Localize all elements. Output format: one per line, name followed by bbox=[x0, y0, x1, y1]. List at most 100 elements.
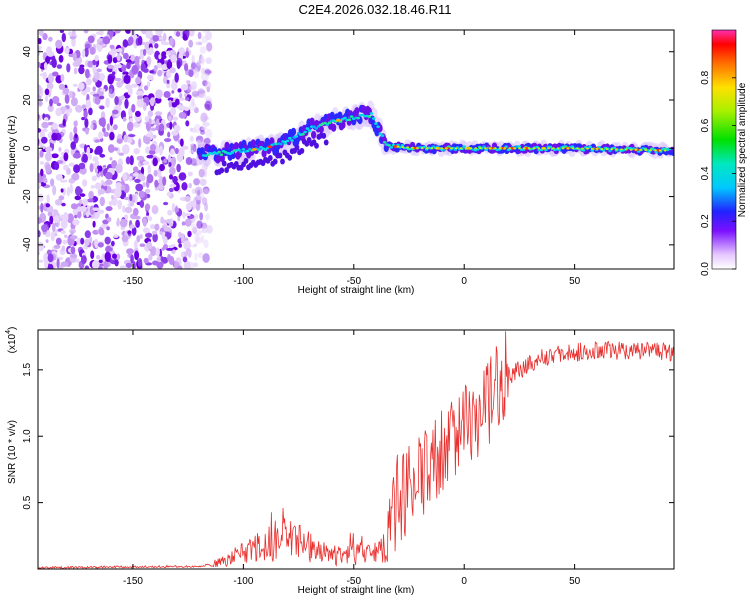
noise-speck bbox=[168, 99, 172, 108]
noise-speck bbox=[81, 117, 85, 121]
noise-speck bbox=[44, 259, 49, 269]
noise-speck bbox=[114, 188, 122, 198]
noise-speck bbox=[170, 148, 175, 156]
noise-speck bbox=[75, 104, 83, 113]
signal-band bbox=[671, 150, 674, 157]
noise-speck bbox=[81, 104, 87, 109]
noise-speck bbox=[127, 138, 133, 144]
noise-speck bbox=[189, 101, 197, 111]
noise-speck bbox=[102, 219, 109, 225]
noise-speck bbox=[130, 254, 134, 264]
signal-core bbox=[303, 130, 308, 134]
noise-speck bbox=[121, 235, 129, 243]
noise-speck bbox=[84, 118, 89, 128]
noise-speck bbox=[151, 205, 159, 215]
noise-speck bbox=[45, 95, 49, 103]
noise-speck bbox=[119, 95, 125, 101]
signal-mid bbox=[459, 147, 463, 150]
signal-mid bbox=[411, 146, 414, 149]
noise-speck bbox=[98, 259, 103, 263]
signal-core bbox=[217, 150, 221, 154]
signal-core bbox=[263, 148, 268, 151]
noise-speck bbox=[98, 266, 103, 269]
noise-speck bbox=[169, 67, 176, 74]
noise-speck bbox=[179, 92, 183, 99]
noise-speck bbox=[54, 215, 60, 224]
signal-hotspot bbox=[267, 145, 273, 149]
signal-branch bbox=[280, 158, 285, 165]
signal-mid bbox=[435, 147, 439, 150]
noise-speck bbox=[38, 100, 43, 107]
noise-speck bbox=[38, 217, 42, 224]
signal-core bbox=[307, 129, 312, 132]
noise-speck bbox=[38, 128, 42, 133]
signal-band bbox=[377, 124, 383, 133]
noise-speck bbox=[33, 209, 36, 212]
noise-speck bbox=[120, 184, 126, 191]
noise-speck bbox=[142, 181, 146, 188]
noise-speck bbox=[143, 68, 149, 73]
signal-mid bbox=[610, 148, 614, 151]
signal-mid bbox=[571, 147, 575, 150]
signal-mid bbox=[479, 147, 482, 150]
noise-speck bbox=[199, 178, 207, 186]
signal-core bbox=[387, 144, 391, 147]
noise-speck bbox=[199, 212, 204, 221]
noise-speck bbox=[41, 128, 48, 133]
noise-speck bbox=[94, 238, 99, 249]
noise-speck bbox=[129, 176, 133, 182]
noise-speck bbox=[146, 81, 151, 88]
signal-core bbox=[294, 135, 299, 138]
noise-speck bbox=[72, 61, 81, 67]
noise-speck bbox=[73, 120, 78, 127]
noise-speck bbox=[129, 201, 134, 207]
noise-speck bbox=[180, 233, 185, 244]
snr-xtick-label: -150 bbox=[123, 576, 143, 587]
noise-speck bbox=[45, 146, 53, 153]
signal-band bbox=[233, 142, 239, 151]
noise-speck bbox=[94, 182, 101, 190]
noise-speck bbox=[161, 51, 167, 56]
noise-speck bbox=[64, 234, 68, 238]
signal-mid bbox=[634, 148, 638, 151]
noise-speck bbox=[44, 88, 50, 96]
noise-speck bbox=[104, 236, 111, 245]
noise-speck bbox=[131, 194, 136, 200]
signal-band bbox=[340, 120, 346, 129]
noise-speck bbox=[202, 188, 209, 195]
noise-speck bbox=[160, 256, 164, 262]
noise-speck bbox=[204, 100, 213, 111]
signal-core bbox=[608, 149, 612, 153]
svg-text:(x104): (x104) bbox=[5, 327, 18, 354]
noise-speck bbox=[162, 236, 168, 245]
signal-branch bbox=[299, 147, 305, 154]
noise-speck bbox=[64, 94, 70, 104]
signal-mid bbox=[527, 147, 531, 150]
noise-speck bbox=[127, 121, 134, 132]
noise-speck bbox=[126, 62, 131, 70]
noise-speck bbox=[112, 57, 118, 64]
noise-speck bbox=[193, 178, 201, 186]
noise-speck bbox=[205, 213, 210, 221]
signal-core bbox=[517, 145, 522, 148]
noise-speck bbox=[84, 265, 90, 269]
noise-speck bbox=[62, 118, 66, 127]
noise-speck bbox=[98, 131, 103, 139]
snr-ytick-label: 1.5 bbox=[22, 362, 33, 376]
signal-core bbox=[219, 153, 224, 156]
noise-speck bbox=[55, 107, 62, 117]
noise-speck bbox=[135, 183, 144, 192]
noise-speck bbox=[186, 80, 191, 84]
noise-speck bbox=[69, 183, 74, 194]
noise-speck bbox=[107, 64, 115, 69]
noise-speck bbox=[205, 96, 212, 102]
noise-speck bbox=[166, 60, 173, 70]
noise-speck bbox=[56, 102, 62, 107]
noise-speck bbox=[108, 200, 113, 206]
noise-speck bbox=[160, 219, 168, 224]
signal-branch bbox=[224, 167, 230, 174]
noise-speck bbox=[116, 81, 123, 88]
signal-mid bbox=[420, 147, 424, 150]
signal-core bbox=[482, 145, 486, 148]
noise-speck bbox=[185, 120, 190, 127]
